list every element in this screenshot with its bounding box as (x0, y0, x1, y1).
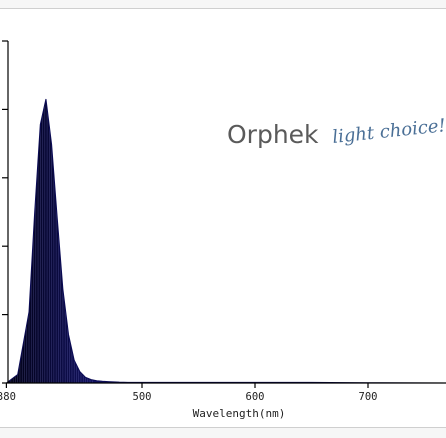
x-axis-title: Wavelength(nm) (193, 407, 286, 420)
x-tick-label: 600 (246, 391, 265, 403)
x-tick-label: 380 (0, 391, 16, 403)
spectrum-area-0 (6, 99, 446, 383)
brand-watermark: Orphek light choice! (227, 115, 446, 149)
x-tick-label: 500 (133, 391, 152, 403)
chart-panel: 380 500 600 700 Orphek light choice! Wavele… (0, 8, 446, 428)
x-tick-label: 700 (359, 391, 378, 403)
spectrum-chart: 380 500 600 700 Orphek light choice! Wavele… (0, 40, 446, 420)
brand-tagline: light choice! (331, 115, 446, 148)
brand-name: Orphek (227, 120, 319, 149)
